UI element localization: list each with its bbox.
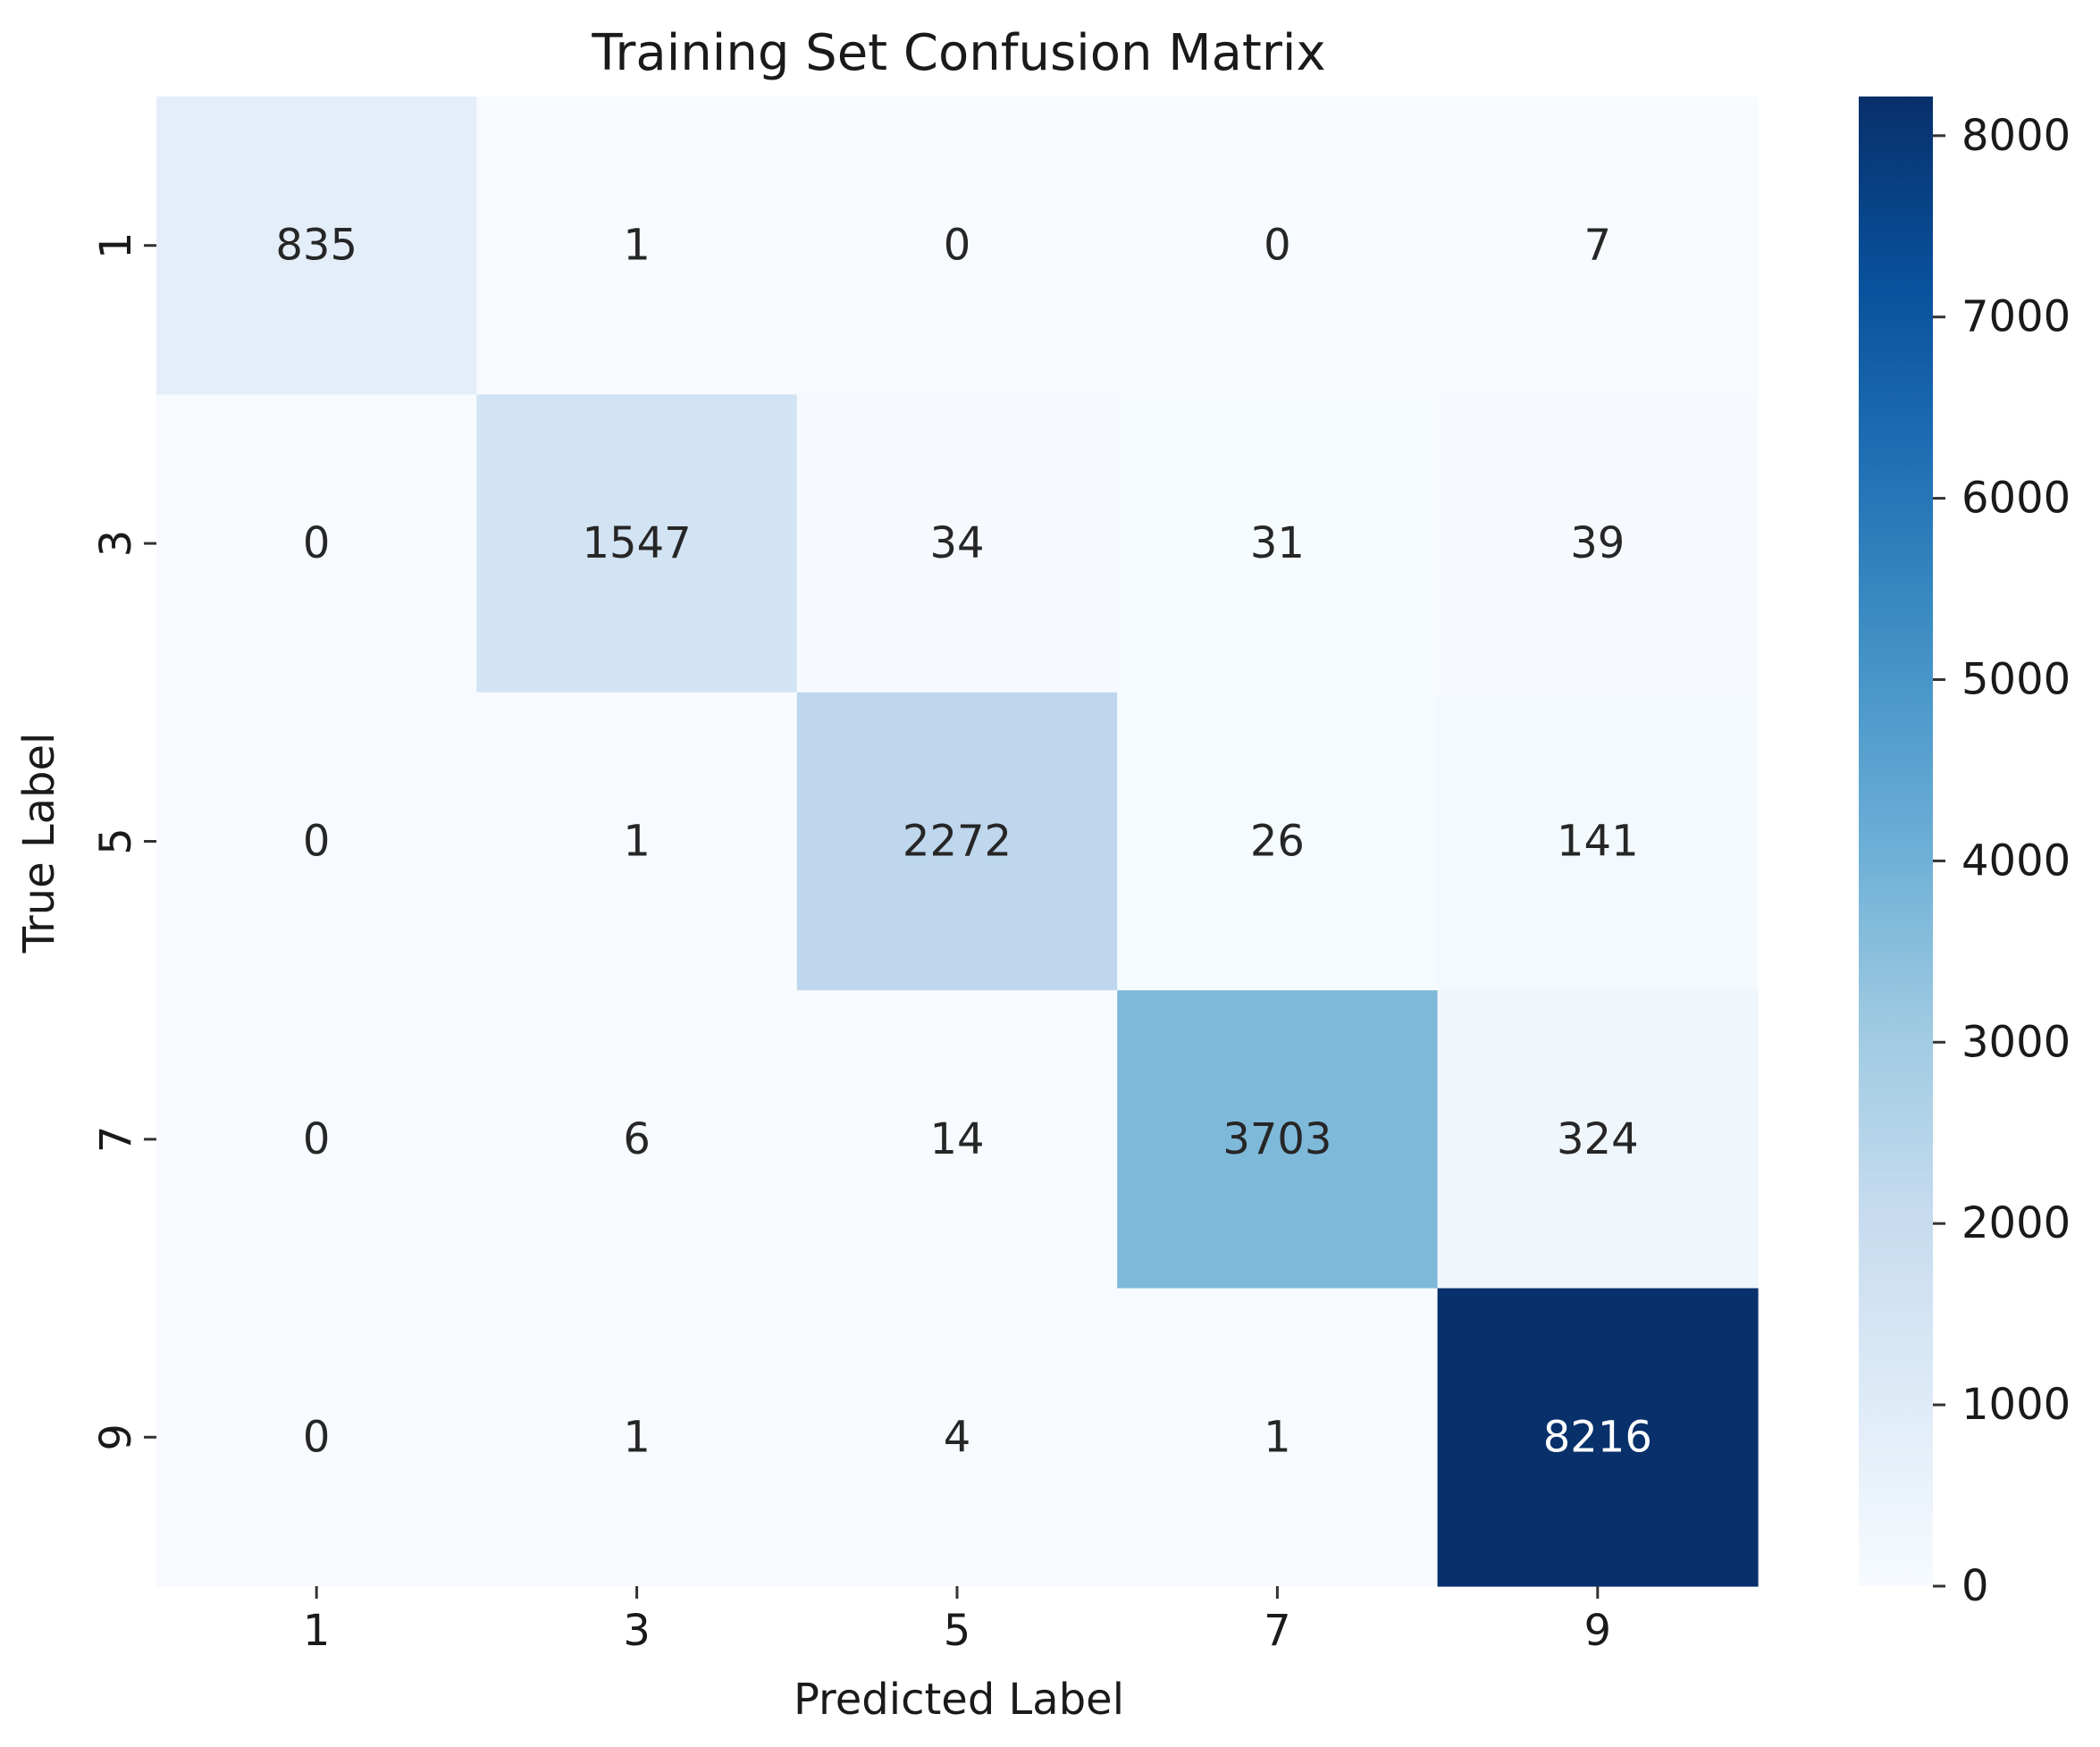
cell-value-label: 39 bbox=[1570, 518, 1625, 568]
heatmap-cell bbox=[1437, 394, 1759, 693]
cell-value-label: 2272 bbox=[903, 817, 1012, 867]
colorbar-tick-label: 7000 bbox=[1961, 292, 2071, 342]
colorbar: 0 1000 2000 3000 4000 5000 6000 7000 8000 bbox=[1859, 97, 2071, 1611]
heatmap-cell bbox=[1117, 692, 1439, 991]
cell-value-label: 0 bbox=[303, 817, 331, 867]
y-tick-label: 1 bbox=[91, 231, 141, 259]
heatmap-cell bbox=[1117, 97, 1439, 395]
heatmap-cell bbox=[1437, 990, 1759, 1289]
colorbar-tick-label: 1000 bbox=[1961, 1380, 2071, 1430]
cell-value-label: 3703 bbox=[1222, 1114, 1331, 1164]
x-tick-label: 7 bbox=[1264, 1606, 1291, 1656]
cell-value-label: 1 bbox=[1264, 1412, 1291, 1462]
cell-value-label: 324 bbox=[1557, 1114, 1639, 1164]
cell-value-label: 0 bbox=[303, 1114, 331, 1164]
heatmap-cell bbox=[476, 692, 798, 991]
heatmap-cell bbox=[796, 1288, 1118, 1587]
heatmap-cell bbox=[476, 97, 798, 395]
cell-value-label: 8216 bbox=[1543, 1412, 1652, 1462]
heatmap-cell bbox=[796, 394, 1118, 693]
heatmap-cell bbox=[476, 1288, 798, 1587]
heatmap-cell bbox=[1437, 1288, 1759, 1587]
x-axis-label: Predicted Label bbox=[794, 1675, 1124, 1725]
heatmap-cell bbox=[1437, 97, 1759, 395]
y-tick-label: 5 bbox=[91, 827, 141, 855]
x-tick-label: 5 bbox=[944, 1606, 971, 1656]
cell-value-label: 26 bbox=[1250, 817, 1305, 867]
cell-value-label: 1 bbox=[623, 221, 651, 271]
heatmap-cell bbox=[156, 394, 477, 693]
heatmap-cell bbox=[1437, 692, 1759, 991]
cell-value-label: 835 bbox=[275, 221, 357, 271]
colorbar-tick-label: 8000 bbox=[1961, 111, 2071, 161]
heatmap-cell bbox=[476, 394, 798, 693]
cell-value-label: 31 bbox=[1250, 518, 1305, 568]
heatmap-cell bbox=[1117, 394, 1439, 693]
colorbar-tick-label: 6000 bbox=[1961, 474, 2071, 524]
cell-value-label: 1 bbox=[623, 817, 651, 867]
x-tick-label: 3 bbox=[623, 1606, 651, 1656]
heatmap-cell bbox=[476, 990, 798, 1289]
y-tick-label: 3 bbox=[91, 530, 141, 558]
cell-value-label: 34 bbox=[929, 518, 984, 568]
y-tick-label: 9 bbox=[91, 1424, 141, 1451]
cell-value-label: 7 bbox=[1584, 221, 1612, 271]
chart-title: Training Set Confusion Matrix bbox=[591, 24, 1325, 82]
x-tick-label: 9 bbox=[1584, 1606, 1612, 1656]
colorbar-tick-label: 0 bbox=[1961, 1561, 1989, 1611]
cell-value-label: 1547 bbox=[583, 518, 692, 568]
y-tick-label: 7 bbox=[91, 1126, 141, 1154]
cell-value-label: 6 bbox=[623, 1114, 651, 1164]
heatmap-cell bbox=[1117, 990, 1439, 1289]
x-tick-label: 1 bbox=[303, 1606, 331, 1656]
heatmap-cell bbox=[796, 97, 1118, 395]
y-axis-ticks: 1 3 5 7 9 bbox=[91, 231, 156, 1451]
cell-value-label: 0 bbox=[944, 221, 971, 271]
cell-value-label: 1 bbox=[623, 1412, 651, 1462]
colorbar-tick-label: 3000 bbox=[1961, 1017, 2071, 1067]
colorbar-tick-label: 4000 bbox=[1961, 836, 2071, 886]
heatmap-cell bbox=[796, 692, 1118, 991]
heatmap-cell bbox=[156, 692, 477, 991]
heatmap-cell bbox=[796, 990, 1118, 1289]
y-axis-label: True Label bbox=[14, 733, 64, 954]
cell-value-label: 4 bbox=[944, 1412, 971, 1462]
heatmap-cell bbox=[156, 1288, 477, 1587]
cell-value-label: 0 bbox=[303, 518, 331, 568]
cell-value-label: 0 bbox=[1264, 221, 1291, 271]
cell-value-label: 0 bbox=[303, 1412, 331, 1462]
cell-value-label: 141 bbox=[1557, 817, 1639, 867]
heatmap-cell bbox=[156, 990, 477, 1289]
heatmap-cell bbox=[156, 97, 477, 395]
colorbar-tick-label: 2000 bbox=[1961, 1198, 2071, 1248]
cell-value-label: 14 bbox=[929, 1114, 984, 1164]
colorbar-gradient bbox=[1859, 97, 1933, 1586]
heatmap-cell bbox=[1117, 1288, 1439, 1587]
x-axis-ticks: 1 3 5 7 9 bbox=[303, 1586, 1611, 1656]
colorbar-tick-label: 5000 bbox=[1961, 655, 2071, 705]
